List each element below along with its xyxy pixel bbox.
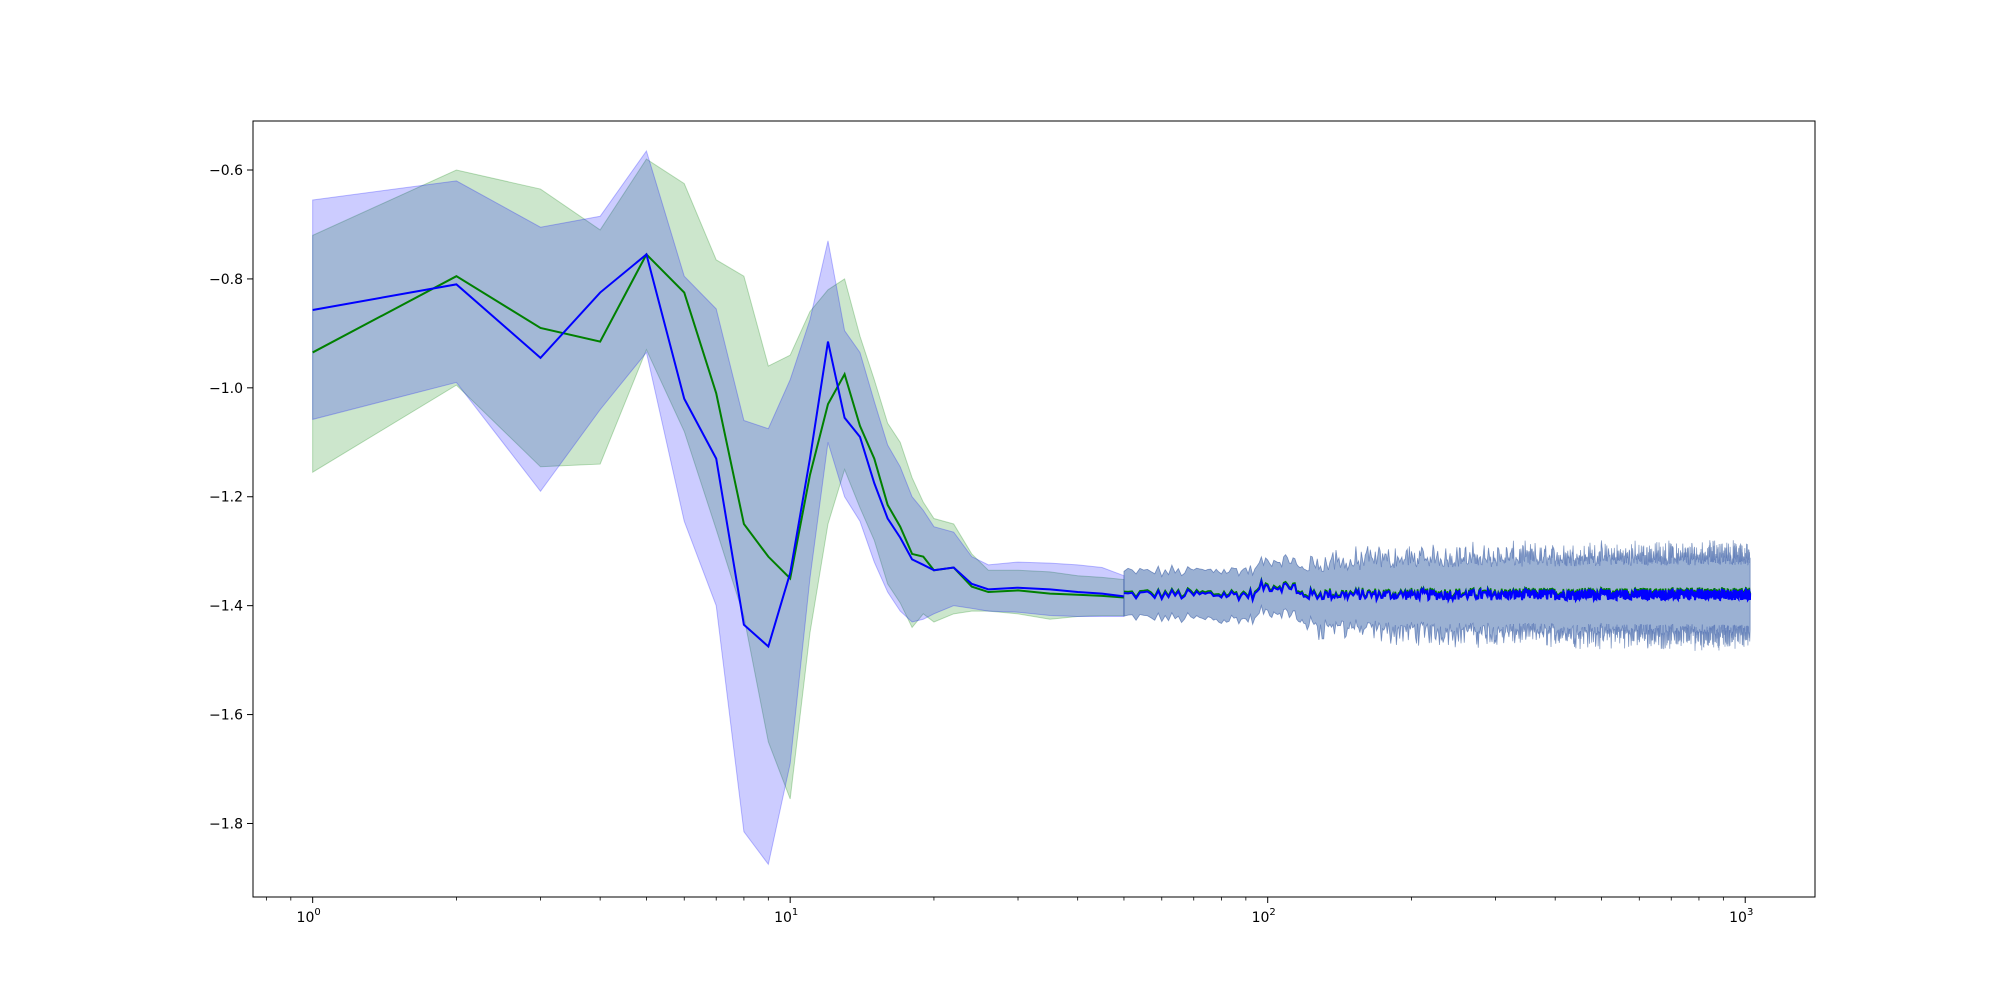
y-tick-label: −1.6	[209, 708, 243, 724]
y-tick-label: −1.0	[209, 381, 243, 397]
x-tick-label: 101	[774, 907, 798, 926]
series-1-line	[312, 252, 1125, 649]
y-tick-label: −1.4	[209, 599, 243, 615]
y-tick-label: −1.8	[209, 816, 243, 832]
x-axis: 100 101 102 103	[265, 897, 1753, 926]
y-tick-label: −1.2	[209, 490, 243, 506]
series-0-line	[312, 252, 1125, 599]
x-tick-label: 100	[297, 907, 321, 926]
tail-line-blue	[1123, 577, 1752, 604]
y-tick-label: −0.8	[209, 272, 243, 288]
plot-area	[312, 149, 1125, 866]
series-0-band	[312, 158, 1125, 800]
axes-frame	[252, 120, 1816, 898]
y-axis: −0.6 −0.8 −1.0 −1.2 −1.4 −1.6 −1.8	[209, 163, 253, 832]
x-tick-label: 102	[1252, 907, 1276, 926]
tail-layer	[1123, 540, 1752, 651]
y-tick-label: −0.6	[209, 163, 243, 179]
x-tick-label: 103	[1729, 907, 1753, 926]
series-1-band	[312, 149, 1125, 866]
